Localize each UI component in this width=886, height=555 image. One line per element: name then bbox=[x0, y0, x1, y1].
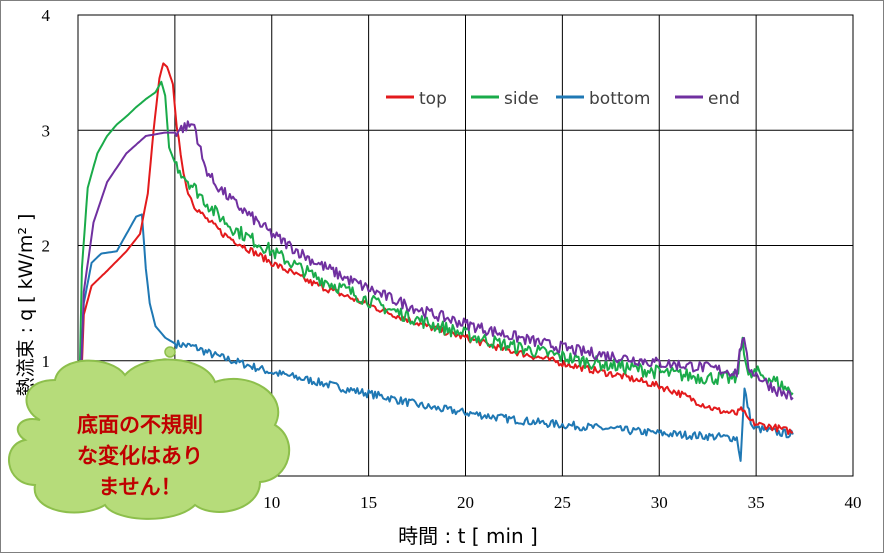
series-line-end bbox=[77, 120, 794, 465]
x-tick-label: 10 bbox=[263, 493, 280, 512]
y-tick-label: 1 bbox=[42, 352, 51, 371]
x-axis-label: 時間 : t [ min ] bbox=[398, 524, 538, 548]
callout-line-1: 底面の不規則 bbox=[77, 413, 203, 437]
y-axis-label: 熱流束 : q [ kW/m² ] bbox=[15, 214, 37, 397]
y-tick-label: 3 bbox=[42, 121, 51, 140]
x-tick-label: 15 bbox=[360, 493, 377, 512]
callout-line-3: ません！ bbox=[98, 475, 181, 499]
callout-cloud-shape bbox=[8, 358, 291, 520]
x-tick-label: 35 bbox=[748, 493, 765, 512]
x-tick-label: 40 bbox=[845, 493, 862, 512]
callout-line-2: な変化はあり bbox=[77, 444, 203, 468]
series-line-side bbox=[77, 80, 794, 465]
legend-label-side: side bbox=[504, 89, 539, 109]
series-line-bottom bbox=[77, 213, 794, 465]
grid bbox=[77, 14, 854, 477]
callout-bubble-small bbox=[164, 346, 176, 358]
legend-label-end: end bbox=[708, 89, 740, 109]
x-tick-label: 25 bbox=[554, 493, 571, 512]
callout-cloud: 底面の不規則 な変化はあり ません！ bbox=[8, 346, 291, 520]
x-tick-label: 30 bbox=[651, 493, 668, 512]
y-tick-label: 4 bbox=[42, 6, 51, 25]
legend-label-bottom: bottom bbox=[589, 89, 650, 109]
x-tick-label: 20 bbox=[457, 493, 474, 512]
series-layer bbox=[77, 62, 794, 465]
legend-label-top: top bbox=[419, 89, 447, 109]
legend: top side bottom end bbox=[386, 89, 740, 109]
y-tick-label: 2 bbox=[42, 237, 51, 256]
